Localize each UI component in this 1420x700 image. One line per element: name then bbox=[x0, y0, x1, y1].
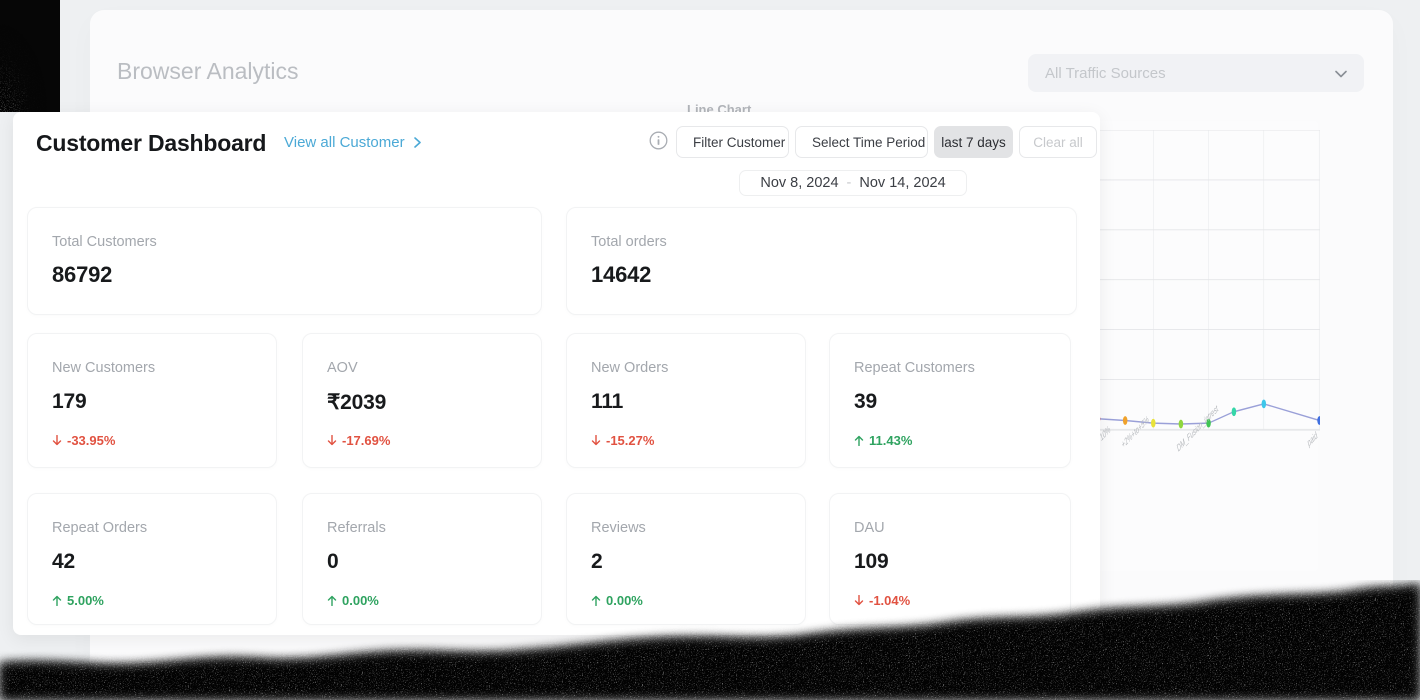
svg-text:to 10%: to 10% bbox=[1098, 422, 1112, 449]
svg-text:paid: paid bbox=[1306, 428, 1318, 449]
svg-text:DM_Fusion_intrest: DM_Fusion_intrest bbox=[1176, 401, 1220, 454]
